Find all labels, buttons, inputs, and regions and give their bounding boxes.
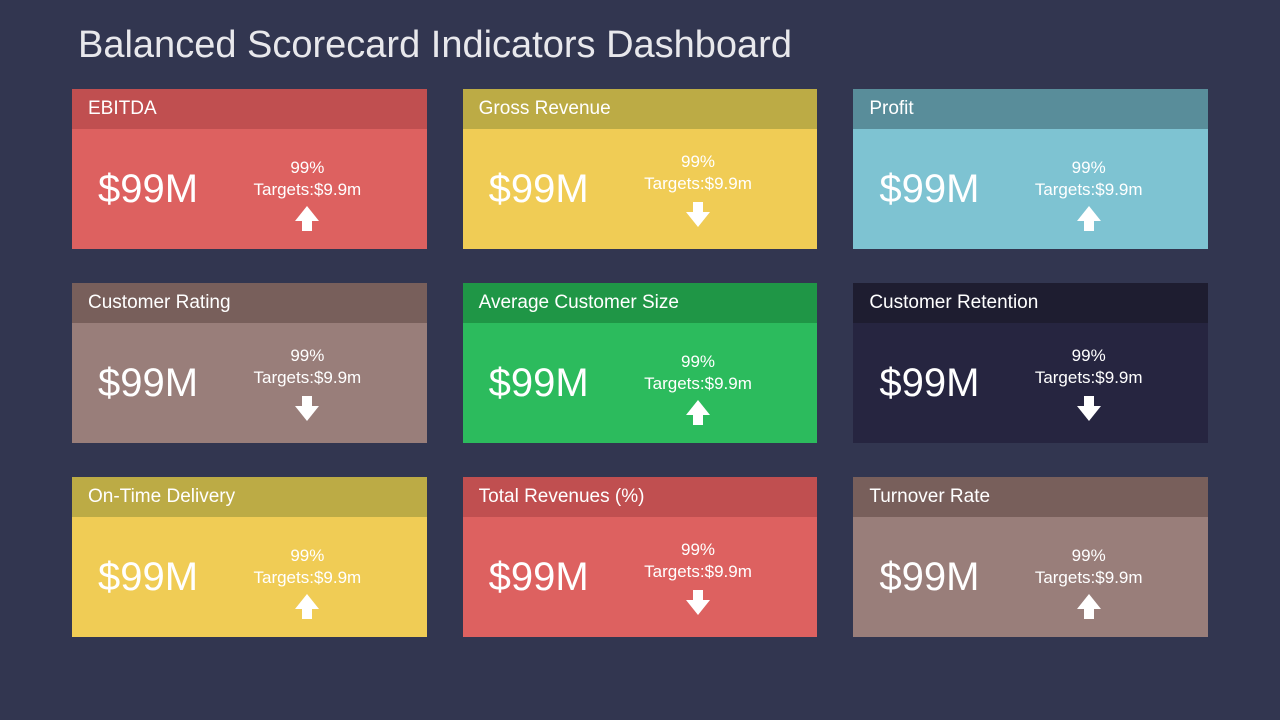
card-header: Customer Rating	[72, 283, 427, 323]
card-body: $99M99%Targets:$9.9m	[853, 517, 1208, 637]
card-body: $99M99%Targets:$9.9m	[463, 129, 818, 249]
card-header: EBITDA	[72, 89, 427, 129]
card-header: Total Revenues (%)	[463, 477, 818, 517]
card-body: $99M99%Targets:$9.9m	[853, 129, 1208, 249]
card-stats: 99%Targets:$9.9m	[206, 345, 409, 421]
card-value: $99M	[98, 167, 198, 212]
card-percent: 99%	[1072, 157, 1106, 178]
card-target: Targets:$9.9m	[253, 567, 361, 588]
arrow-up-icon	[686, 400, 710, 415]
kpi-card-turnover-rate: Turnover Rate$99M99%Targets:$9.9m	[853, 477, 1208, 637]
card-value: $99M	[98, 361, 198, 406]
card-value: $99M	[489, 167, 589, 212]
card-percent: 99%	[1072, 545, 1106, 566]
card-target: Targets:$9.9m	[644, 373, 752, 394]
arrow-up-icon	[1077, 594, 1101, 609]
card-percent: 99%	[290, 157, 324, 178]
card-target: Targets:$9.9m	[253, 367, 361, 388]
card-stats: 99%Targets:$9.9m	[987, 157, 1190, 221]
card-header: Gross Revenue	[463, 89, 818, 129]
card-target: Targets:$9.9m	[1035, 567, 1143, 588]
kpi-card-gross-revenue: Gross Revenue$99M99%Targets:$9.9m	[463, 89, 818, 249]
page-title: Balanced Scorecard Indicators Dashboard	[78, 24, 1208, 67]
kpi-card-avg-customer-size: Average Customer Size$99M99%Targets:$9.9…	[463, 283, 818, 443]
card-percent: 99%	[290, 545, 324, 566]
kpi-card-customer-retention: Customer Retention$99M99%Targets:$9.9m	[853, 283, 1208, 443]
card-body: $99M99%Targets:$9.9m	[463, 323, 818, 443]
card-body: $99M99%Targets:$9.9m	[853, 323, 1208, 443]
kpi-card-profit: Profit$99M99%Targets:$9.9m	[853, 89, 1208, 249]
arrow-down-icon	[295, 406, 319, 421]
card-target: Targets:$9.9m	[644, 561, 752, 582]
card-value: $99M	[879, 361, 979, 406]
card-header: Average Customer Size	[463, 283, 818, 323]
card-percent: 99%	[681, 151, 715, 172]
card-body: $99M99%Targets:$9.9m	[72, 323, 427, 443]
card-body: $99M99%Targets:$9.9m	[72, 129, 427, 249]
card-stats: 99%Targets:$9.9m	[206, 545, 409, 609]
cards-grid: EBITDA$99M99%Targets:$9.9mGross Revenue$…	[72, 89, 1208, 637]
card-percent: 99%	[1072, 345, 1106, 366]
card-target: Targets:$9.9m	[644, 173, 752, 194]
card-value: $99M	[489, 361, 589, 406]
card-header: On-Time Delivery	[72, 477, 427, 517]
kpi-card-ebitda: EBITDA$99M99%Targets:$9.9m	[72, 89, 427, 249]
arrow-up-icon	[295, 594, 319, 609]
arrow-down-icon	[686, 600, 710, 615]
card-header: Customer Retention	[853, 283, 1208, 323]
card-body: $99M99%Targets:$9.9m	[72, 517, 427, 637]
card-value: $99M	[879, 555, 979, 600]
kpi-card-customer-rating: Customer Rating$99M99%Targets:$9.9m	[72, 283, 427, 443]
arrow-up-icon	[1077, 206, 1101, 221]
kpi-card-total-revenues: Total Revenues (%)$99M99%Targets:$9.9m	[463, 477, 818, 637]
arrow-down-icon	[1077, 406, 1101, 421]
card-target: Targets:$9.9m	[253, 179, 361, 200]
card-stats: 99%Targets:$9.9m	[597, 539, 800, 615]
card-stats: 99%Targets:$9.9m	[597, 351, 800, 415]
card-header: Turnover Rate	[853, 477, 1208, 517]
card-stats: 99%Targets:$9.9m	[206, 157, 409, 221]
card-stats: 99%Targets:$9.9m	[987, 345, 1190, 421]
card-percent: 99%	[681, 539, 715, 560]
arrow-up-icon	[295, 206, 319, 221]
card-percent: 99%	[290, 345, 324, 366]
card-value: $99M	[489, 555, 589, 600]
arrow-down-icon	[686, 212, 710, 227]
card-body: $99M99%Targets:$9.9m	[463, 517, 818, 637]
card-target: Targets:$9.9m	[1035, 367, 1143, 388]
card-stats: 99%Targets:$9.9m	[597, 151, 800, 227]
card-stats: 99%Targets:$9.9m	[987, 545, 1190, 609]
card-target: Targets:$9.9m	[1035, 179, 1143, 200]
card-value: $99M	[879, 167, 979, 212]
card-percent: 99%	[681, 351, 715, 372]
kpi-card-on-time-delivery: On-Time Delivery$99M99%Targets:$9.9m	[72, 477, 427, 637]
card-header: Profit	[853, 89, 1208, 129]
card-value: $99M	[98, 555, 198, 600]
